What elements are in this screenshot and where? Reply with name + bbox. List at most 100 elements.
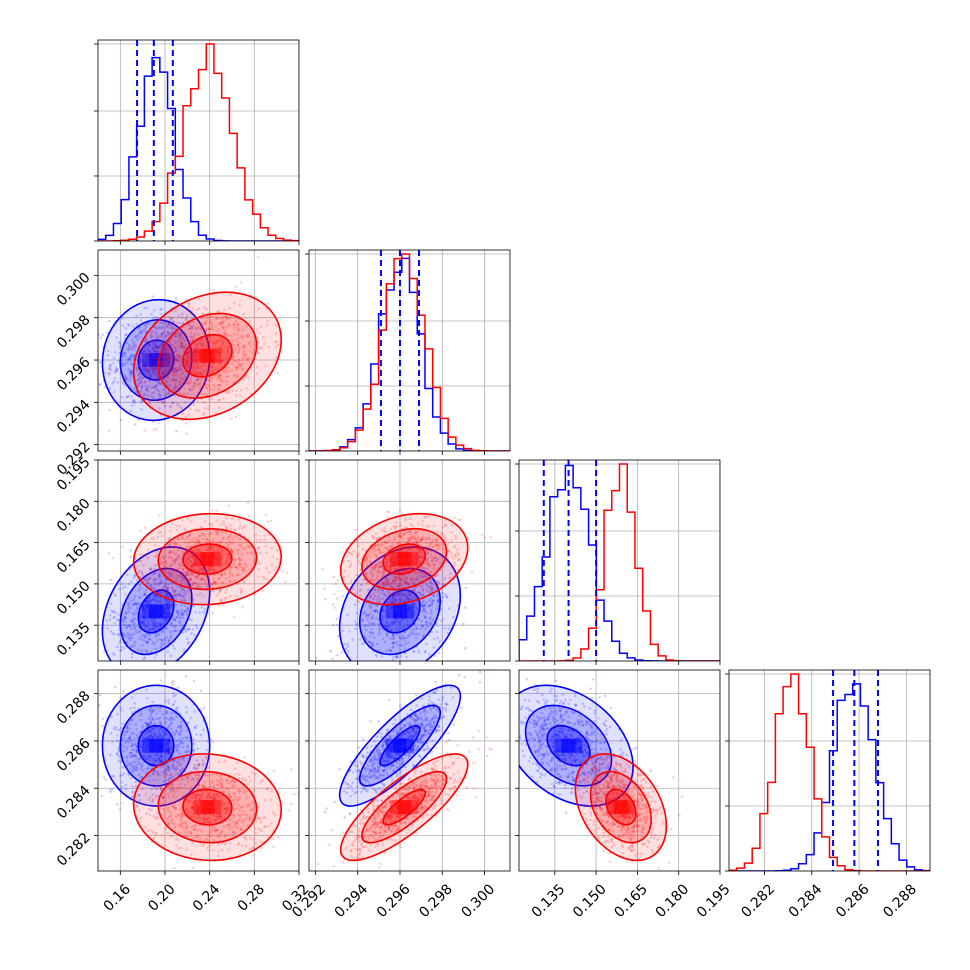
scatter-point: [323, 587, 326, 590]
scatter-point: [257, 307, 260, 311]
scatter-point: [231, 362, 235, 366]
scatter-point: [206, 327, 209, 330]
scatter-point: [161, 556, 165, 560]
scatter-point: [423, 516, 426, 519]
scatter-point: [185, 362, 188, 366]
scatter-point: [195, 372, 199, 375]
scatter-point: [242, 346, 246, 349]
scatter-point: [199, 378, 203, 382]
scatter-point: [174, 374, 178, 377]
scatter-point: [223, 332, 226, 336]
scatter-point: [436, 530, 440, 533]
scatter-point: [133, 574, 136, 578]
scatter-point: [394, 590, 398, 594]
scatter-point: [241, 356, 245, 360]
scatter-point: [178, 592, 181, 596]
scatter-point: [392, 634, 395, 638]
scatter-point: [214, 529, 218, 533]
scatter-point: [125, 625, 129, 629]
scatter-point: [237, 364, 241, 368]
scatter-point: [398, 570, 401, 573]
scatter-point: [216, 551, 220, 555]
scatter-point: [111, 787, 114, 791]
scatter-point: [166, 348, 169, 352]
scatter-point: [174, 579, 178, 583]
scatter-point: [425, 665, 428, 668]
scatter-point: [168, 612, 172, 615]
scatter-point: [113, 593, 116, 596]
scatter-point: [383, 527, 386, 530]
scatter-point: [199, 322, 203, 325]
scatter-point: [217, 549, 221, 553]
scatter-point: [240, 552, 244, 556]
scatter-point: [376, 604, 379, 607]
scatter-point: [195, 556, 199, 560]
scatter-point: [406, 607, 410, 611]
scatter-point: [435, 543, 439, 547]
scatter-point: [236, 328, 240, 332]
scatter-point: [160, 562, 163, 566]
scatter-point: [184, 376, 188, 379]
scatter-point: [183, 548, 187, 551]
scatter-point: [189, 379, 192, 382]
scatter-point: [407, 538, 411, 542]
scatter-point: [222, 522, 226, 526]
scatter-point: [141, 594, 144, 597]
scatter-point: [209, 567, 213, 571]
scatter-point: [215, 594, 218, 597]
scatter-point: [199, 365, 203, 369]
scatter-point: [181, 315, 184, 319]
scatter-point: [142, 619, 146, 622]
scatter-point: [236, 322, 240, 326]
scatter-point: [402, 539, 405, 542]
scatter-point: [186, 517, 190, 520]
scatter-point: [413, 586, 417, 590]
scatter-point: [143, 616, 146, 620]
scatter-point: [208, 522, 212, 526]
scatter-point: [385, 580, 389, 583]
scatter-point: [167, 570, 171, 574]
scatter-point: [198, 534, 202, 537]
scatter-point: [393, 561, 396, 564]
scatter-point: [132, 344, 136, 347]
scatter-point: [407, 582, 411, 585]
scatter-point: [166, 606, 170, 610]
scatter-point: [366, 564, 370, 567]
scatter-point: [165, 599, 169, 603]
scatter-point: [170, 621, 174, 625]
scatter-point: [172, 358, 175, 362]
scatter-point: [276, 548, 279, 552]
scatter-point: [394, 552, 397, 555]
scatter-point: [139, 336, 143, 339]
scatter-point: [151, 369, 155, 373]
scatter-point: [415, 540, 419, 544]
scatter-point: [417, 648, 420, 652]
scatter-point: [186, 352, 189, 355]
scatter-point: [419, 539, 423, 542]
scatter-point: [171, 604, 174, 608]
panel-1-1: [305, 249, 511, 455]
scatter-point: [140, 683, 143, 686]
contour-series-1: [132, 512, 283, 606]
scatter-point: [157, 421, 161, 424]
scatter-point: [428, 544, 432, 547]
scatter-point: [161, 342, 165, 345]
scatter-point: [154, 346, 158, 349]
scatter-point: [361, 618, 365, 621]
scatter-point: [401, 577, 404, 580]
scatter-point: [176, 548, 180, 552]
scatter-point: [188, 407, 192, 410]
scatter-point: [205, 544, 208, 548]
scatter-point: [346, 613, 349, 617]
scatter-point: [167, 600, 171, 604]
scatter-point: [429, 621, 432, 625]
scatter-point: [143, 349, 146, 353]
scatter-point: [216, 533, 220, 537]
scatter-point: [115, 803, 119, 806]
scatter-point: [163, 401, 167, 404]
scatter-point: [196, 364, 200, 368]
scatter-point: [441, 595, 445, 599]
scatter-point: [153, 621, 156, 625]
scatter-point: [378, 631, 382, 634]
scatter-point: [407, 583, 411, 587]
